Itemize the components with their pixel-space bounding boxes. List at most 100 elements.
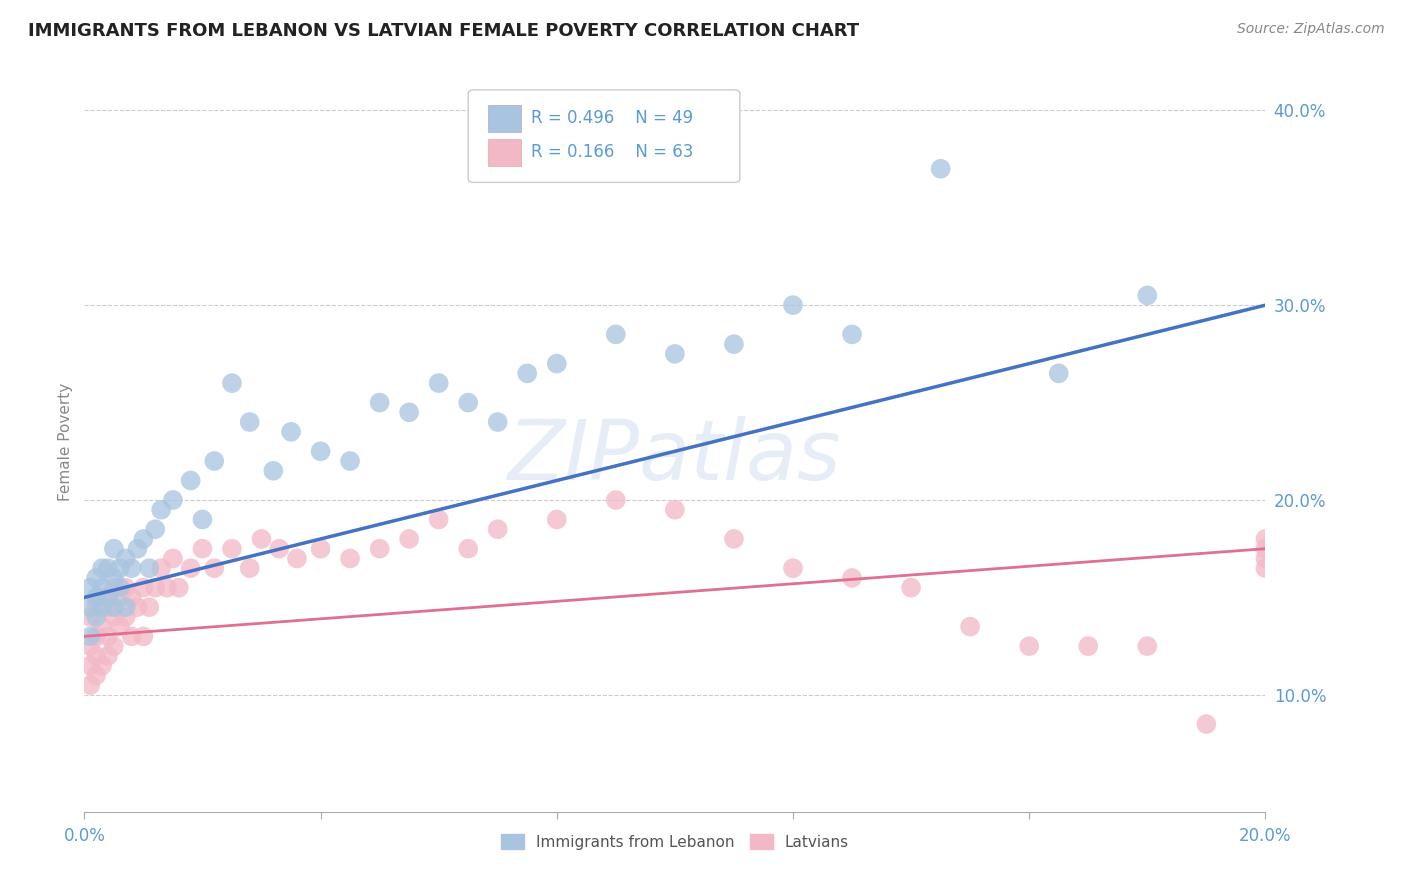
Point — [127, 600, 149, 615]
Point — [132, 532, 155, 546]
Point — [114, 610, 136, 624]
Point — [103, 581, 125, 595]
Point — [664, 502, 686, 516]
Point — [108, 581, 131, 595]
Point — [97, 600, 120, 615]
Point — [108, 619, 131, 633]
Point — [269, 541, 291, 556]
Point — [1195, 717, 1218, 731]
Point — [97, 591, 120, 605]
Point — [191, 512, 214, 526]
Point — [121, 561, 143, 575]
Point — [150, 502, 173, 516]
Point — [114, 551, 136, 566]
Point — [143, 581, 166, 595]
Point — [121, 629, 143, 643]
Point — [782, 561, 804, 575]
Point — [841, 327, 863, 342]
Point — [180, 561, 202, 575]
Point — [162, 551, 184, 566]
Point — [398, 405, 420, 419]
Point — [103, 600, 125, 615]
Point — [723, 532, 745, 546]
Point — [1077, 639, 1099, 653]
Point — [929, 161, 952, 176]
Point — [84, 668, 107, 682]
Point — [127, 541, 149, 556]
Point — [150, 561, 173, 575]
Point — [1254, 541, 1277, 556]
Point — [664, 347, 686, 361]
Point — [114, 600, 136, 615]
Point — [250, 532, 273, 546]
Point — [239, 415, 262, 429]
Point — [285, 551, 308, 566]
Point — [457, 395, 479, 409]
Point — [91, 581, 114, 595]
Point — [138, 561, 160, 575]
Point — [108, 591, 131, 605]
Point — [121, 591, 143, 605]
Point — [97, 648, 120, 663]
Point — [97, 629, 120, 643]
Text: ZIPatlas: ZIPatlas — [508, 416, 842, 497]
Text: IMMIGRANTS FROM LEBANON VS LATVIAN FEMALE POVERTY CORRELATION CHART: IMMIGRANTS FROM LEBANON VS LATVIAN FEMAL… — [28, 22, 859, 40]
Point — [202, 454, 225, 468]
Point — [782, 298, 804, 312]
Point — [723, 337, 745, 351]
Point — [1254, 561, 1277, 575]
Point — [339, 454, 361, 468]
Point — [79, 629, 101, 643]
Point — [103, 541, 125, 556]
Point — [84, 648, 107, 663]
Point — [1136, 639, 1159, 653]
Point — [91, 561, 114, 575]
FancyBboxPatch shape — [468, 90, 740, 183]
Point — [103, 610, 125, 624]
Point — [1254, 551, 1277, 566]
Point — [84, 629, 107, 643]
Point — [162, 493, 184, 508]
Point — [221, 541, 243, 556]
Point — [84, 571, 107, 585]
Point — [262, 464, 284, 478]
Point — [398, 532, 420, 546]
Point — [1047, 367, 1070, 381]
Point — [221, 376, 243, 390]
Point — [546, 512, 568, 526]
Point — [91, 619, 114, 633]
Point — [91, 591, 114, 605]
Point — [132, 581, 155, 595]
Point — [309, 444, 332, 458]
Point — [108, 561, 131, 575]
Bar — [488, 104, 522, 132]
Point — [959, 619, 981, 633]
Point — [191, 541, 214, 556]
Point — [84, 591, 107, 605]
Point — [79, 678, 101, 692]
Point — [486, 522, 509, 536]
Point — [546, 357, 568, 371]
Point — [79, 658, 101, 673]
Point — [103, 639, 125, 653]
Point — [368, 395, 391, 409]
Point — [280, 425, 302, 439]
Point — [180, 474, 202, 488]
Point — [103, 571, 125, 585]
Point — [841, 571, 863, 585]
Text: R = 0.166    N = 63: R = 0.166 N = 63 — [531, 144, 693, 161]
Point — [368, 541, 391, 556]
Point — [605, 493, 627, 508]
Point — [239, 561, 262, 575]
Legend: Immigrants from Lebanon, Latvians: Immigrants from Lebanon, Latvians — [495, 828, 855, 856]
Point — [457, 541, 479, 556]
Point — [79, 610, 101, 624]
Point — [309, 541, 332, 556]
Point — [167, 581, 190, 595]
Point — [97, 561, 120, 575]
Point — [91, 658, 114, 673]
Point — [339, 551, 361, 566]
Bar — [488, 138, 522, 166]
Text: R = 0.496    N = 49: R = 0.496 N = 49 — [531, 109, 693, 128]
Point — [84, 600, 107, 615]
